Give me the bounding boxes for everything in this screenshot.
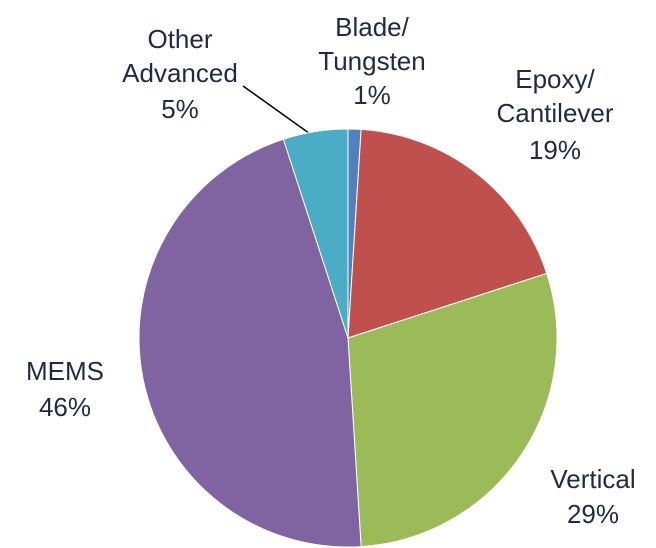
leader-line: [242, 85, 314, 137]
slice-label: Blade/ Tungsten: [318, 12, 426, 76]
slice-value-label: 1%: [353, 80, 391, 110]
slice-label: Other Advanced: [122, 24, 238, 88]
slice-value-label: 46%: [38, 392, 92, 422]
slice-label: Vertical: [550, 464, 636, 494]
slice-value-label: 5%: [161, 94, 199, 124]
pie-slice: [138, 138, 362, 548]
pie-slice: [282, 128, 349, 339]
slice-label: Epoxy/ Cantilever: [496, 64, 614, 128]
slice-value-label: 19%: [528, 135, 582, 165]
pie-slice: [347, 272, 558, 548]
slice-label: MEMS: [26, 356, 104, 386]
pie-slice: [347, 128, 548, 339]
slice-value-label: 29%: [566, 499, 620, 529]
